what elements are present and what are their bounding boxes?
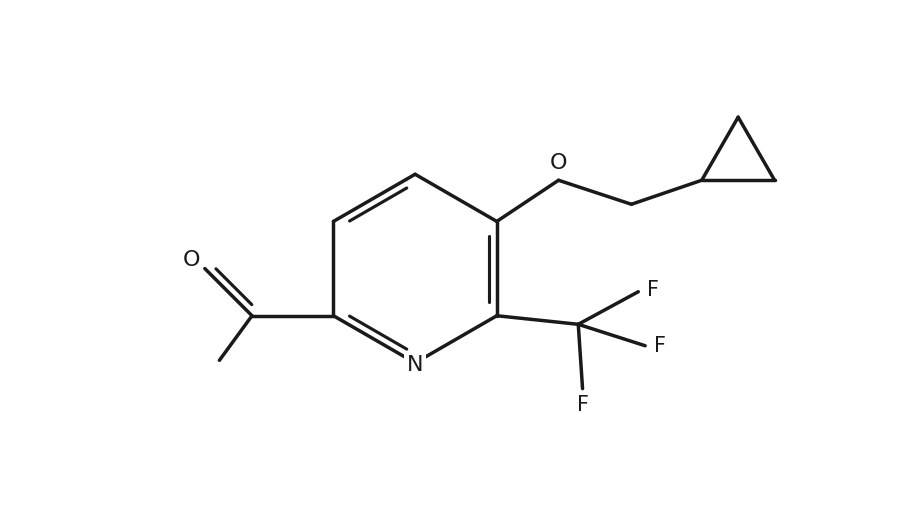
Text: O: O: [183, 250, 201, 270]
Text: N: N: [407, 355, 423, 374]
Text: F: F: [576, 396, 589, 415]
Text: F: F: [647, 280, 659, 300]
Text: F: F: [654, 336, 666, 356]
Text: O: O: [550, 153, 567, 173]
